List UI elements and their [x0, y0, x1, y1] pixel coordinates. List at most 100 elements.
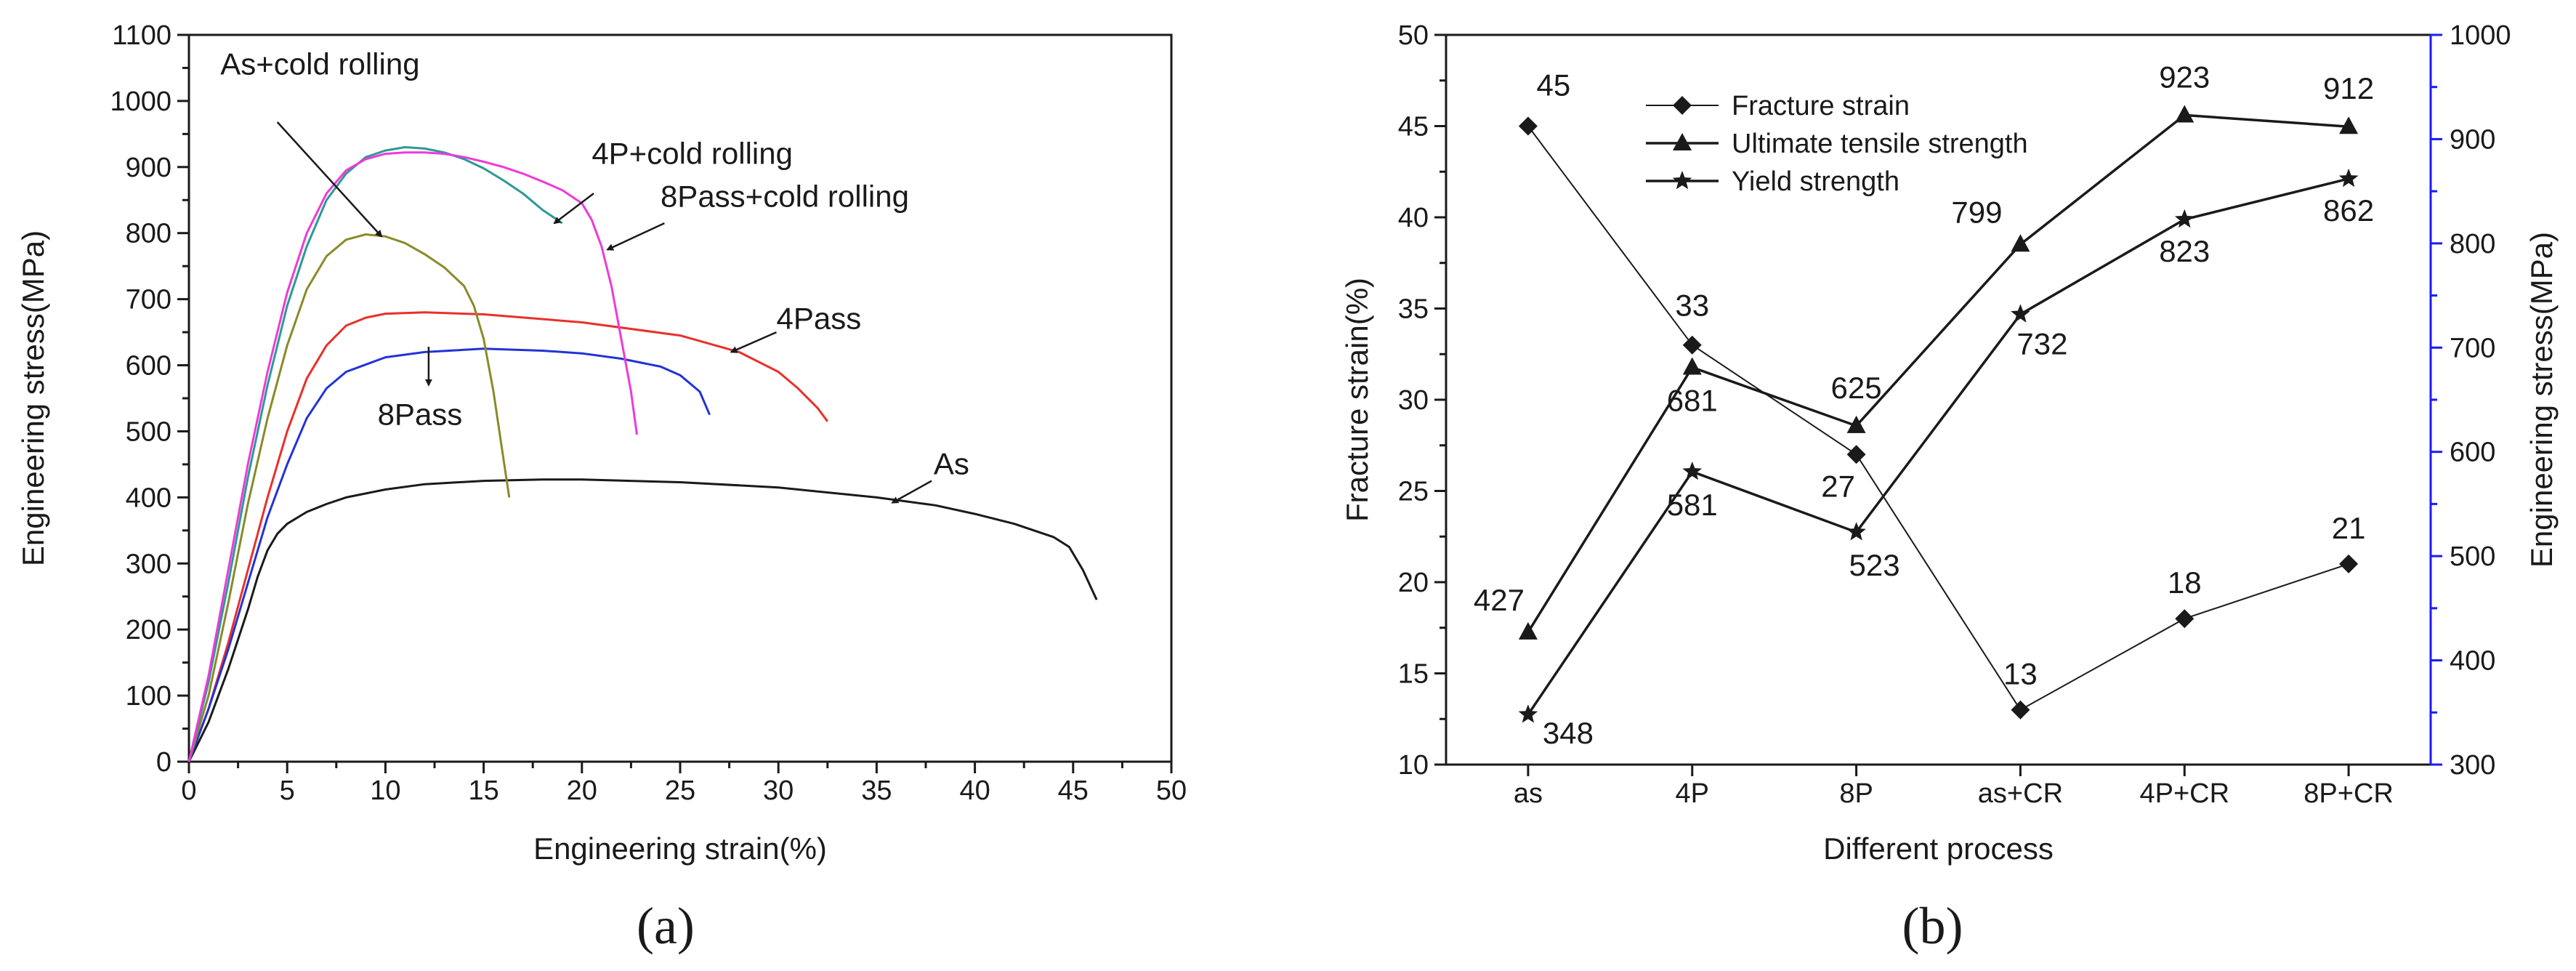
point-fracture-strain-as-cr	[2011, 700, 2030, 720]
annotation-arrow-as	[891, 480, 932, 504]
x-tick-label: 5	[280, 775, 295, 806]
y-right-tick-label: 300	[2450, 750, 2495, 781]
x-tick-label: 10	[370, 775, 400, 806]
y-tick-label: 500	[126, 416, 171, 447]
y-left-tick-label: 30	[1398, 385, 1429, 416]
annotation-as-cold-rolling: As+cold rolling	[220, 47, 419, 81]
x-tick-label: 50	[1156, 775, 1187, 806]
x-tick-label-8p-cr: 8P+CR	[2304, 778, 2394, 809]
x-axis-title: Different process	[1823, 831, 2054, 866]
y-tick-label: 1000	[110, 86, 171, 117]
y-right-tick-label: 800	[2450, 229, 2495, 259]
panel-a-chart: 0 5 10 15 20 25 30 35 40 45 5001002003004005006007…	[16, 20, 1187, 955]
panel-b-chart: as 4P 8P as+CR 4P+CR 8P+CR 10 15 20 25 30 35 40 45 50 3…	[1340, 20, 2559, 955]
y-tick-label: 200	[126, 615, 171, 645]
data-label-yield-strength-8p: 523	[1849, 548, 1900, 582]
curve-as	[187, 478, 1098, 762]
x-tick-label: 20	[567, 775, 597, 806]
legend: Fracture strain Ultimate tensile strength…	[1646, 91, 2028, 197]
annotation-8pass-cold-rolling: 8Pass+cold rolling	[661, 179, 909, 213]
y-left-tick-label: 40	[1398, 203, 1429, 233]
y-right-tick-label: 900	[2450, 124, 2495, 155]
series-yield-strength: 348 581 523 732 823 862	[1518, 168, 2374, 750]
point-yield-strength-as	[1518, 704, 1538, 723]
series-line-fracture-strain	[1527, 125, 2349, 712]
y-right-tick-label: 700	[2450, 333, 2495, 363]
data-label-yield-strength-8p-cr: 862	[2323, 193, 2374, 227]
y-tick-label: 800	[126, 219, 171, 249]
data-label-ultimate-tensile-strength-as-cr: 799	[1951, 195, 2002, 229]
point-ultimate-tensile-strength-8p-cr	[2339, 116, 2359, 134]
point-ultimate-tensile-strength-as-cr	[2011, 234, 2030, 252]
x-tick-label-as: as	[1514, 778, 1543, 809]
point-yield-strength-as-cr	[2011, 304, 2030, 323]
point-ultimate-tensile-strength-4p	[1682, 357, 1702, 375]
data-label-ultimate-tensile-strength-8p-cr: 912	[2323, 71, 2374, 105]
y-tick-label: 900	[126, 153, 171, 183]
annotation-8pass: 8Pass	[378, 397, 463, 431]
y-right-tick-label: 400	[2450, 646, 2495, 677]
series-line-ultimate-tensile-strength	[1527, 113, 2349, 633]
point-fracture-strain-4p	[1682, 335, 1702, 355]
point-fracture-strain-8p-cr	[2339, 554, 2359, 573]
point-fracture-strain-4p-cr	[2175, 609, 2195, 629]
annotation-4pass: 4Pass	[776, 302, 861, 336]
point-yield-strength-8p	[1846, 522, 1866, 541]
data-label-fracture-strain-as: 45	[1537, 68, 1571, 102]
legend-label-yield-strength: Yield strength	[1732, 166, 1899, 197]
data-label-yield-strength-as-cr: 732	[2016, 326, 2067, 360]
legend-label-fracture-strain: Fracture strain	[1732, 91, 1910, 121]
annotation-arrow-as-cold-rolling	[276, 121, 383, 238]
data-label-fracture-strain-8p: 27	[1821, 469, 1855, 503]
y-axis-title: Engineering stress(MPa)	[16, 230, 50, 566]
data-label-fracture-strain-4p-cr: 18	[2168, 565, 2202, 600]
x-tick-label: 25	[665, 775, 695, 806]
y-left-axis-title: Fracture strain(%)	[1340, 278, 1374, 522]
y-tick-label: 700	[126, 285, 171, 315]
annotation-arrow-8pass-cold-rolling	[606, 222, 665, 251]
y-left-tick-label: 25	[1398, 477, 1429, 507]
legend-marker-fracture-strain	[1673, 96, 1692, 115]
y-left-tick-label: 45	[1398, 112, 1429, 142]
point-ultimate-tensile-strength-4p-cr	[2175, 105, 2195, 123]
y-left-tick-label: 35	[1398, 294, 1429, 325]
series-ultimate-tensile-strength: 427 681 625 799 923 912	[1474, 60, 2374, 640]
point-yield-strength-4p-cr	[2174, 209, 2195, 228]
point-ultimate-tensile-strength-as	[1518, 621, 1538, 640]
y-tick-label: 1100	[112, 20, 171, 51]
data-label-yield-strength-4p: 581	[1667, 488, 1718, 522]
data-label-ultimate-tensile-strength-4p-cr: 923	[2159, 60, 2210, 94]
data-label-ultimate-tensile-strength-as: 427	[1474, 583, 1525, 617]
y-tick-label: 100	[126, 681, 171, 712]
x-tick-label-4p: 4P	[1676, 778, 1709, 809]
series-fracture-strain: 45 33 27 13 18 21	[1518, 68, 2365, 720]
legend-marker-yield-strength	[1672, 171, 1692, 190]
annotation-arrow-4p-cold-rolling	[553, 193, 594, 225]
data-label-yield-strength-as: 348	[1543, 716, 1594, 750]
x-tick-label: 30	[763, 775, 794, 806]
annotation-4p-cold-rolling: 4P+cold rolling	[591, 136, 793, 170]
panel-label-a: (a)	[637, 897, 695, 955]
curve-4p-cold-rolling	[187, 146, 563, 762]
y-right-tick-label: 1000	[2450, 20, 2511, 51]
series-line-yield-strength	[1527, 177, 2349, 716]
point-yield-strength-8p-cr	[2338, 168, 2359, 188]
y-left-tick-label: 50	[1398, 20, 1429, 51]
y-tick-label: 0	[156, 747, 171, 778]
y-tick-label: 600	[126, 351, 171, 382]
point-ultimate-tensile-strength-8p	[1846, 415, 1866, 433]
point-fracture-strain-8p	[1846, 445, 1866, 464]
x-tick-label: 15	[468, 775, 498, 806]
curve-8pass-cold-rolling	[187, 151, 638, 762]
point-yield-strength-4p	[1682, 462, 1703, 480]
x-tick-label: 0	[181, 775, 196, 806]
x-tick-label-as-cr: as+CR	[1978, 778, 2063, 809]
curve-4pass	[187, 311, 829, 762]
data-label-ultimate-tensile-strength-4p: 681	[1667, 384, 1718, 418]
data-label-fracture-strain-as-cr: 13	[2003, 657, 2038, 691]
x-tick-label-8p: 8P	[1839, 778, 1873, 809]
legend-label-ultimate-tensile-strength: Ultimate tensile strength	[1732, 129, 2028, 159]
y-tick-label: 300	[126, 549, 171, 579]
point-fracture-strain-as	[1518, 116, 1538, 136]
